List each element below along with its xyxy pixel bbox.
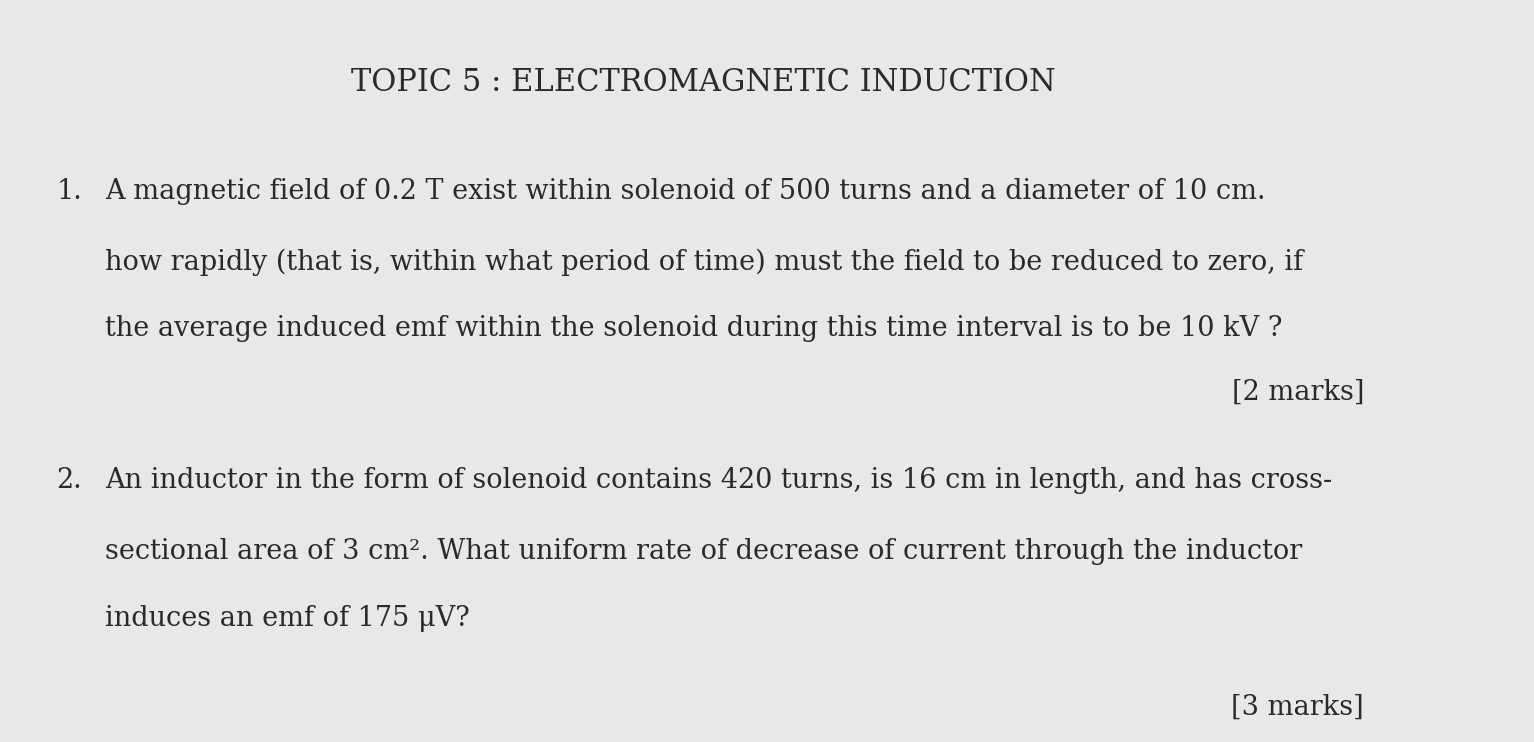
Text: the average induced emf within the solenoid during this time interval is to be 1: the average induced emf within the solen…: [106, 315, 1282, 342]
Text: how rapidly (that is, within what period of time) must the field to be reduced t: how rapidly (that is, within what period…: [106, 249, 1304, 276]
Text: 1.: 1.: [57, 178, 81, 205]
Text: [2 marks]: [2 marks]: [1232, 378, 1364, 405]
Text: [3 marks]: [3 marks]: [1232, 694, 1364, 720]
Text: TOPIC 5 : ELECTROMAGNETIC INDUCTION: TOPIC 5 : ELECTROMAGNETIC INDUCTION: [351, 67, 1055, 98]
Text: induces an emf of 175 μV?: induces an emf of 175 μV?: [106, 605, 471, 631]
Text: A magnetic field of 0.2 T exist within solenoid of 500 turns and a diameter of 1: A magnetic field of 0.2 T exist within s…: [106, 178, 1266, 205]
Text: An inductor in the form of solenoid contains 420 turns, is 16 cm in length, and : An inductor in the form of solenoid cont…: [106, 467, 1333, 494]
Text: 2.: 2.: [57, 467, 81, 494]
Text: sectional area of 3 cm². What uniform rate of decrease of current through the in: sectional area of 3 cm². What uniform ra…: [106, 538, 1302, 565]
